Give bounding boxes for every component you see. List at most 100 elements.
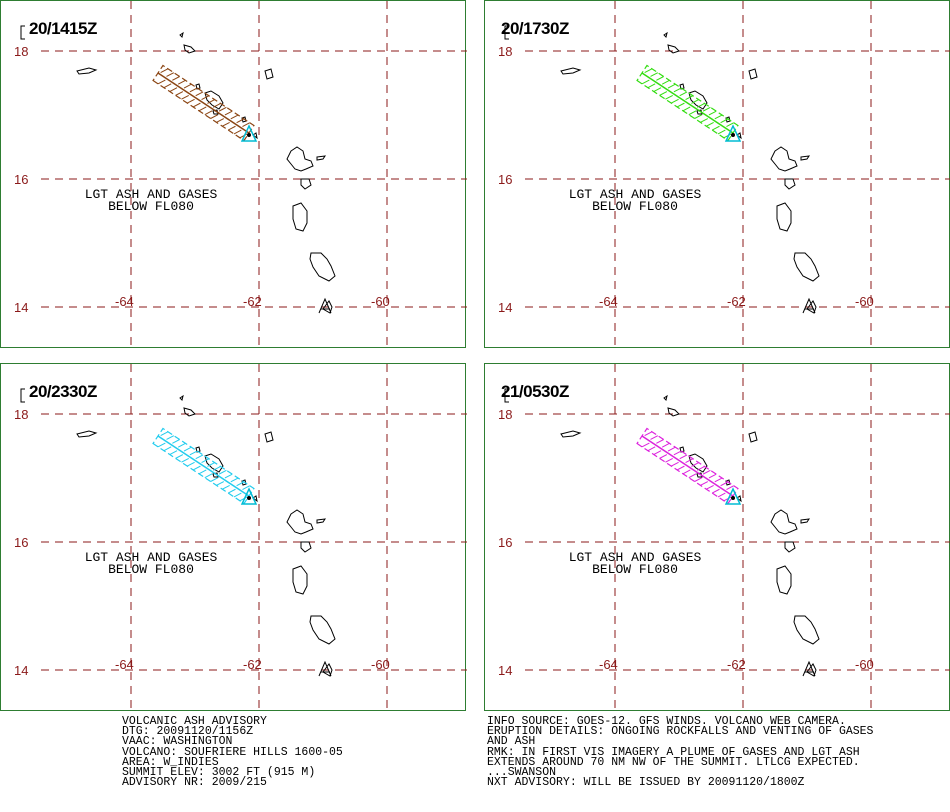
longitude-label: -60 [855, 657, 874, 672]
longitude-label: -62 [243, 294, 262, 309]
plume-hatch [172, 76, 180, 81]
island-outline [748, 68, 758, 80]
plume-hatch [667, 446, 676, 452]
latitude-label: 16 [498, 172, 512, 187]
island-outline [560, 67, 582, 75]
island-outline [292, 202, 308, 232]
plume-hatch [691, 462, 699, 467]
ash-plume [152, 64, 255, 142]
volcano-summit-icon [247, 133, 251, 137]
advisory-line: SUMMIT ELEV: 3002 FT (915 M) [122, 765, 316, 779]
plume-hatch [175, 91, 184, 96]
island-outline [688, 453, 708, 473]
plume-hatch [694, 114, 703, 119]
plume-outline [636, 427, 739, 505]
plume-hatch [192, 465, 201, 471]
island-outline [76, 67, 98, 75]
island-outline [688, 90, 708, 110]
advisory-line: VOLCANIC ASH ADVISORY [122, 715, 267, 728]
plume-hatch [714, 477, 723, 483]
plume-hatch [239, 496, 248, 502]
ash-plume [636, 64, 739, 142]
plume-hatch [177, 442, 186, 448]
plume-hatch [706, 484, 714, 490]
volcano-icon [240, 487, 258, 505]
plume-hatch [195, 454, 204, 460]
island-outline [264, 431, 274, 443]
plume-hatch [650, 435, 659, 440]
map-canvas: 18 16 14 -64 -62 -60 [14, 364, 467, 712]
advisory-line: VAAC: WASHINGTON [122, 735, 233, 749]
plume-description-line-2: BELOW FL080 [108, 562, 194, 577]
plume-hatch [685, 458, 694, 464]
latitude-label: 18 [498, 44, 512, 59]
time-stamp: 21/0530Z [501, 382, 569, 401]
ash-plume [152, 427, 255, 505]
island-outline [776, 565, 792, 595]
longitude-label: -64 [599, 657, 618, 672]
latitude-label: 16 [14, 535, 28, 550]
island-outline [179, 31, 184, 38]
map-canvas: 18 16 14 -64 -62 -60 [498, 1, 950, 349]
plume-hatch [682, 469, 691, 475]
island-outline [770, 509, 798, 535]
advisory-details-block: INFO SOURCE: GOES-12. GFS WINDS. VOLCANO… [487, 716, 873, 789]
plume-hatch [688, 110, 697, 116]
island-outline [748, 431, 758, 443]
plume-hatch [644, 68, 653, 74]
plume-hatch [708, 473, 717, 479]
volcano-summit-icon [731, 496, 735, 500]
plume-hatch [723, 496, 732, 502]
plume-hatch [641, 442, 650, 448]
plume-hatch [216, 481, 225, 486]
plume-hatch [175, 454, 184, 459]
volcano-icon [724, 487, 742, 505]
plume-hatch [694, 477, 703, 482]
plume-hatch [181, 94, 189, 100]
longitude-label: -62 [727, 657, 746, 672]
plume-hatch [195, 91, 204, 97]
north-arrow-icon [802, 297, 816, 314]
plume-axis [157, 72, 250, 134]
plume-hatch [166, 72, 175, 77]
plume-hatch [166, 435, 175, 440]
plume-hatch [227, 488, 236, 494]
plume-hatch [198, 106, 207, 112]
ash-plume [636, 427, 739, 505]
plume-hatch [653, 87, 662, 92]
plume-hatch [673, 87, 682, 93]
plume-hatch [691, 99, 699, 104]
advisory-line: ADVISORY NR: 2009/215 [122, 776, 267, 790]
longitude-label: -64 [599, 294, 618, 309]
island-outline [776, 202, 792, 232]
plume-hatch [717, 129, 726, 135]
plume-outline [152, 427, 255, 505]
north-arrow-icon [318, 297, 332, 314]
island-outline [679, 83, 685, 90]
latitude-label: 14 [498, 663, 512, 678]
plume-hatch [218, 106, 227, 112]
plume-hatch [656, 76, 664, 81]
island-outline [252, 132, 258, 140]
latitude-label: 18 [14, 407, 28, 422]
island-outline [784, 178, 796, 190]
volcano-summit-icon [247, 496, 251, 500]
plume-hatch [163, 83, 172, 89]
plume-hatch [682, 106, 691, 112]
plume-hatch [679, 91, 688, 97]
latitude-label: 14 [14, 300, 28, 315]
volcano-summit-icon [731, 133, 735, 137]
plume-hatch [726, 485, 735, 490]
plume-hatch [720, 481, 729, 487]
plume-hatch [702, 106, 711, 112]
plume-axis [641, 435, 734, 497]
plume-hatch [183, 83, 192, 89]
island-outline [309, 615, 336, 645]
plume-hatch [685, 95, 694, 101]
plume-hatch [230, 477, 239, 483]
plume-hatch [163, 446, 172, 452]
plume-hatch [700, 481, 709, 486]
plume-description-line-2: BELOW FL080 [108, 199, 194, 214]
advisory-line: AREA: W_INDIES [122, 755, 219, 769]
plume-hatch [204, 110, 213, 116]
